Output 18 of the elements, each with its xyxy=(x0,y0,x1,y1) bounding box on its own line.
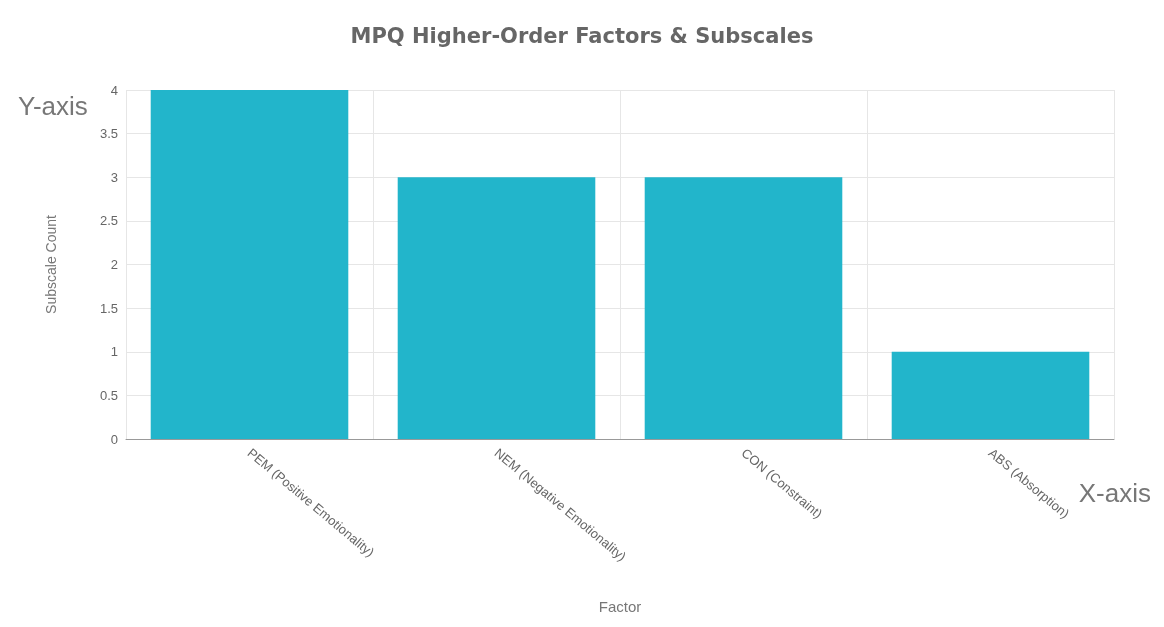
y-tick-label: 3.5 xyxy=(99,126,118,142)
y-tick-label: 1.5 xyxy=(99,300,118,316)
bar xyxy=(891,351,1090,439)
bar xyxy=(644,177,843,439)
chart-title: MPQ Higher-Order Factors & Subscales xyxy=(350,23,814,48)
bar xyxy=(150,90,349,439)
y-tick-label: 0.5 xyxy=(99,387,118,403)
y-tick-label: 1 xyxy=(110,344,118,360)
x-axis-title: Factor xyxy=(598,598,642,615)
text: X-axis xyxy=(1078,478,1152,508)
text: Y-axis xyxy=(18,91,88,121)
y-tick-label: 3 xyxy=(110,169,118,185)
y-tick-label: 2 xyxy=(110,257,118,272)
y-tick-label: 4 xyxy=(110,82,118,98)
y-tick-label: 0 xyxy=(110,431,118,447)
y-tick-label: 2.5 xyxy=(99,213,118,229)
y-axis-title: Subscale Count xyxy=(43,214,59,314)
bar xyxy=(397,177,596,439)
